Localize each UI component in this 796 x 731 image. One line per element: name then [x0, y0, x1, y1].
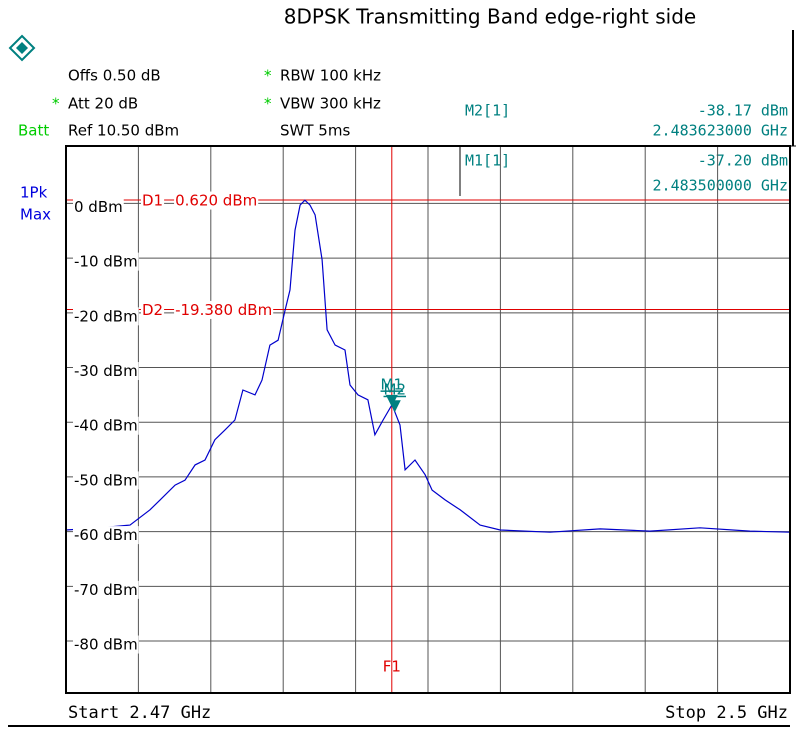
start-label: Start 2.47 GHz [68, 703, 211, 723]
y-tick-label: 0 dBm [74, 198, 123, 216]
label-bg [141, 191, 165, 210]
marker-level: -38.17 dBm [698, 102, 788, 120]
display-line-label: -19.380 dBm [175, 301, 272, 319]
info-star: * [52, 95, 60, 113]
info-text: Ref 10.50 dBm [68, 122, 179, 140]
frequency-line-label: F1 [383, 658, 401, 676]
marker-name: M2[1] [465, 102, 510, 120]
y-tick-label: -60 dBm [74, 526, 138, 544]
marker-label: M2 [384, 381, 407, 399]
y-tick-label: -30 dBm [74, 362, 138, 380]
marker [385, 394, 398, 407]
marker-level: -37.20 dBm [698, 152, 788, 170]
detector-text: 1Pk [20, 184, 48, 202]
info-text: Offs 0.50 dB [68, 67, 161, 85]
label-bg [174, 300, 274, 319]
y-tick-label: -70 dBm [74, 581, 138, 599]
y-tick-label-bg [73, 197, 124, 216]
display-line-name: D2 [142, 301, 163, 319]
trace [65, 199, 791, 533]
chart-title: 8DPSK Transmitting Band edge-right side [284, 5, 696, 29]
plot-frame [65, 145, 791, 694]
status-text: Batt [18, 122, 49, 140]
y-tick-label-bg [73, 362, 139, 381]
y-tick-label: -50 dBm [74, 471, 138, 489]
y-tick-label: -10 dBm [74, 253, 138, 271]
y-tick-label-bg [73, 580, 139, 599]
y-tick-label-bg [73, 526, 139, 545]
display-line-label: 0.620 dBm [175, 192, 257, 210]
info-text: Att 20 dB [68, 95, 138, 113]
info-star: * [264, 67, 272, 85]
y-tick-label: -80 dBm [74, 636, 138, 654]
detector-text: Max [20, 206, 51, 224]
marker-frequency: 2.483623000 GHz [653, 122, 788, 140]
y-tick-label: -20 dBm [74, 307, 138, 325]
info-text: SWT 5ms [280, 122, 350, 140]
y-tick-label-bg [73, 252, 139, 271]
y-tick-label: -40 dBm [74, 417, 138, 435]
marker-name: M1[1] [465, 152, 510, 170]
y-tick-label-bg [73, 471, 139, 490]
stop-label: Stop 2.5 GHz [665, 703, 788, 723]
marker-frequency: 2.483500000 GHz [653, 177, 788, 195]
label-bg [174, 191, 259, 210]
display-line-name: D1 [142, 192, 163, 210]
info-star: * [264, 95, 272, 113]
marker-label: M1 [381, 375, 404, 393]
y-tick-label-bg [73, 307, 139, 326]
info-text: RBW 100 kHz [280, 67, 381, 85]
y-tick-label-bg [73, 635, 139, 654]
info-text: VBW 300 kHz [280, 95, 381, 113]
label-bg [141, 300, 165, 319]
y-tick-label-bg [73, 416, 139, 435]
logo [8, 34, 36, 62]
